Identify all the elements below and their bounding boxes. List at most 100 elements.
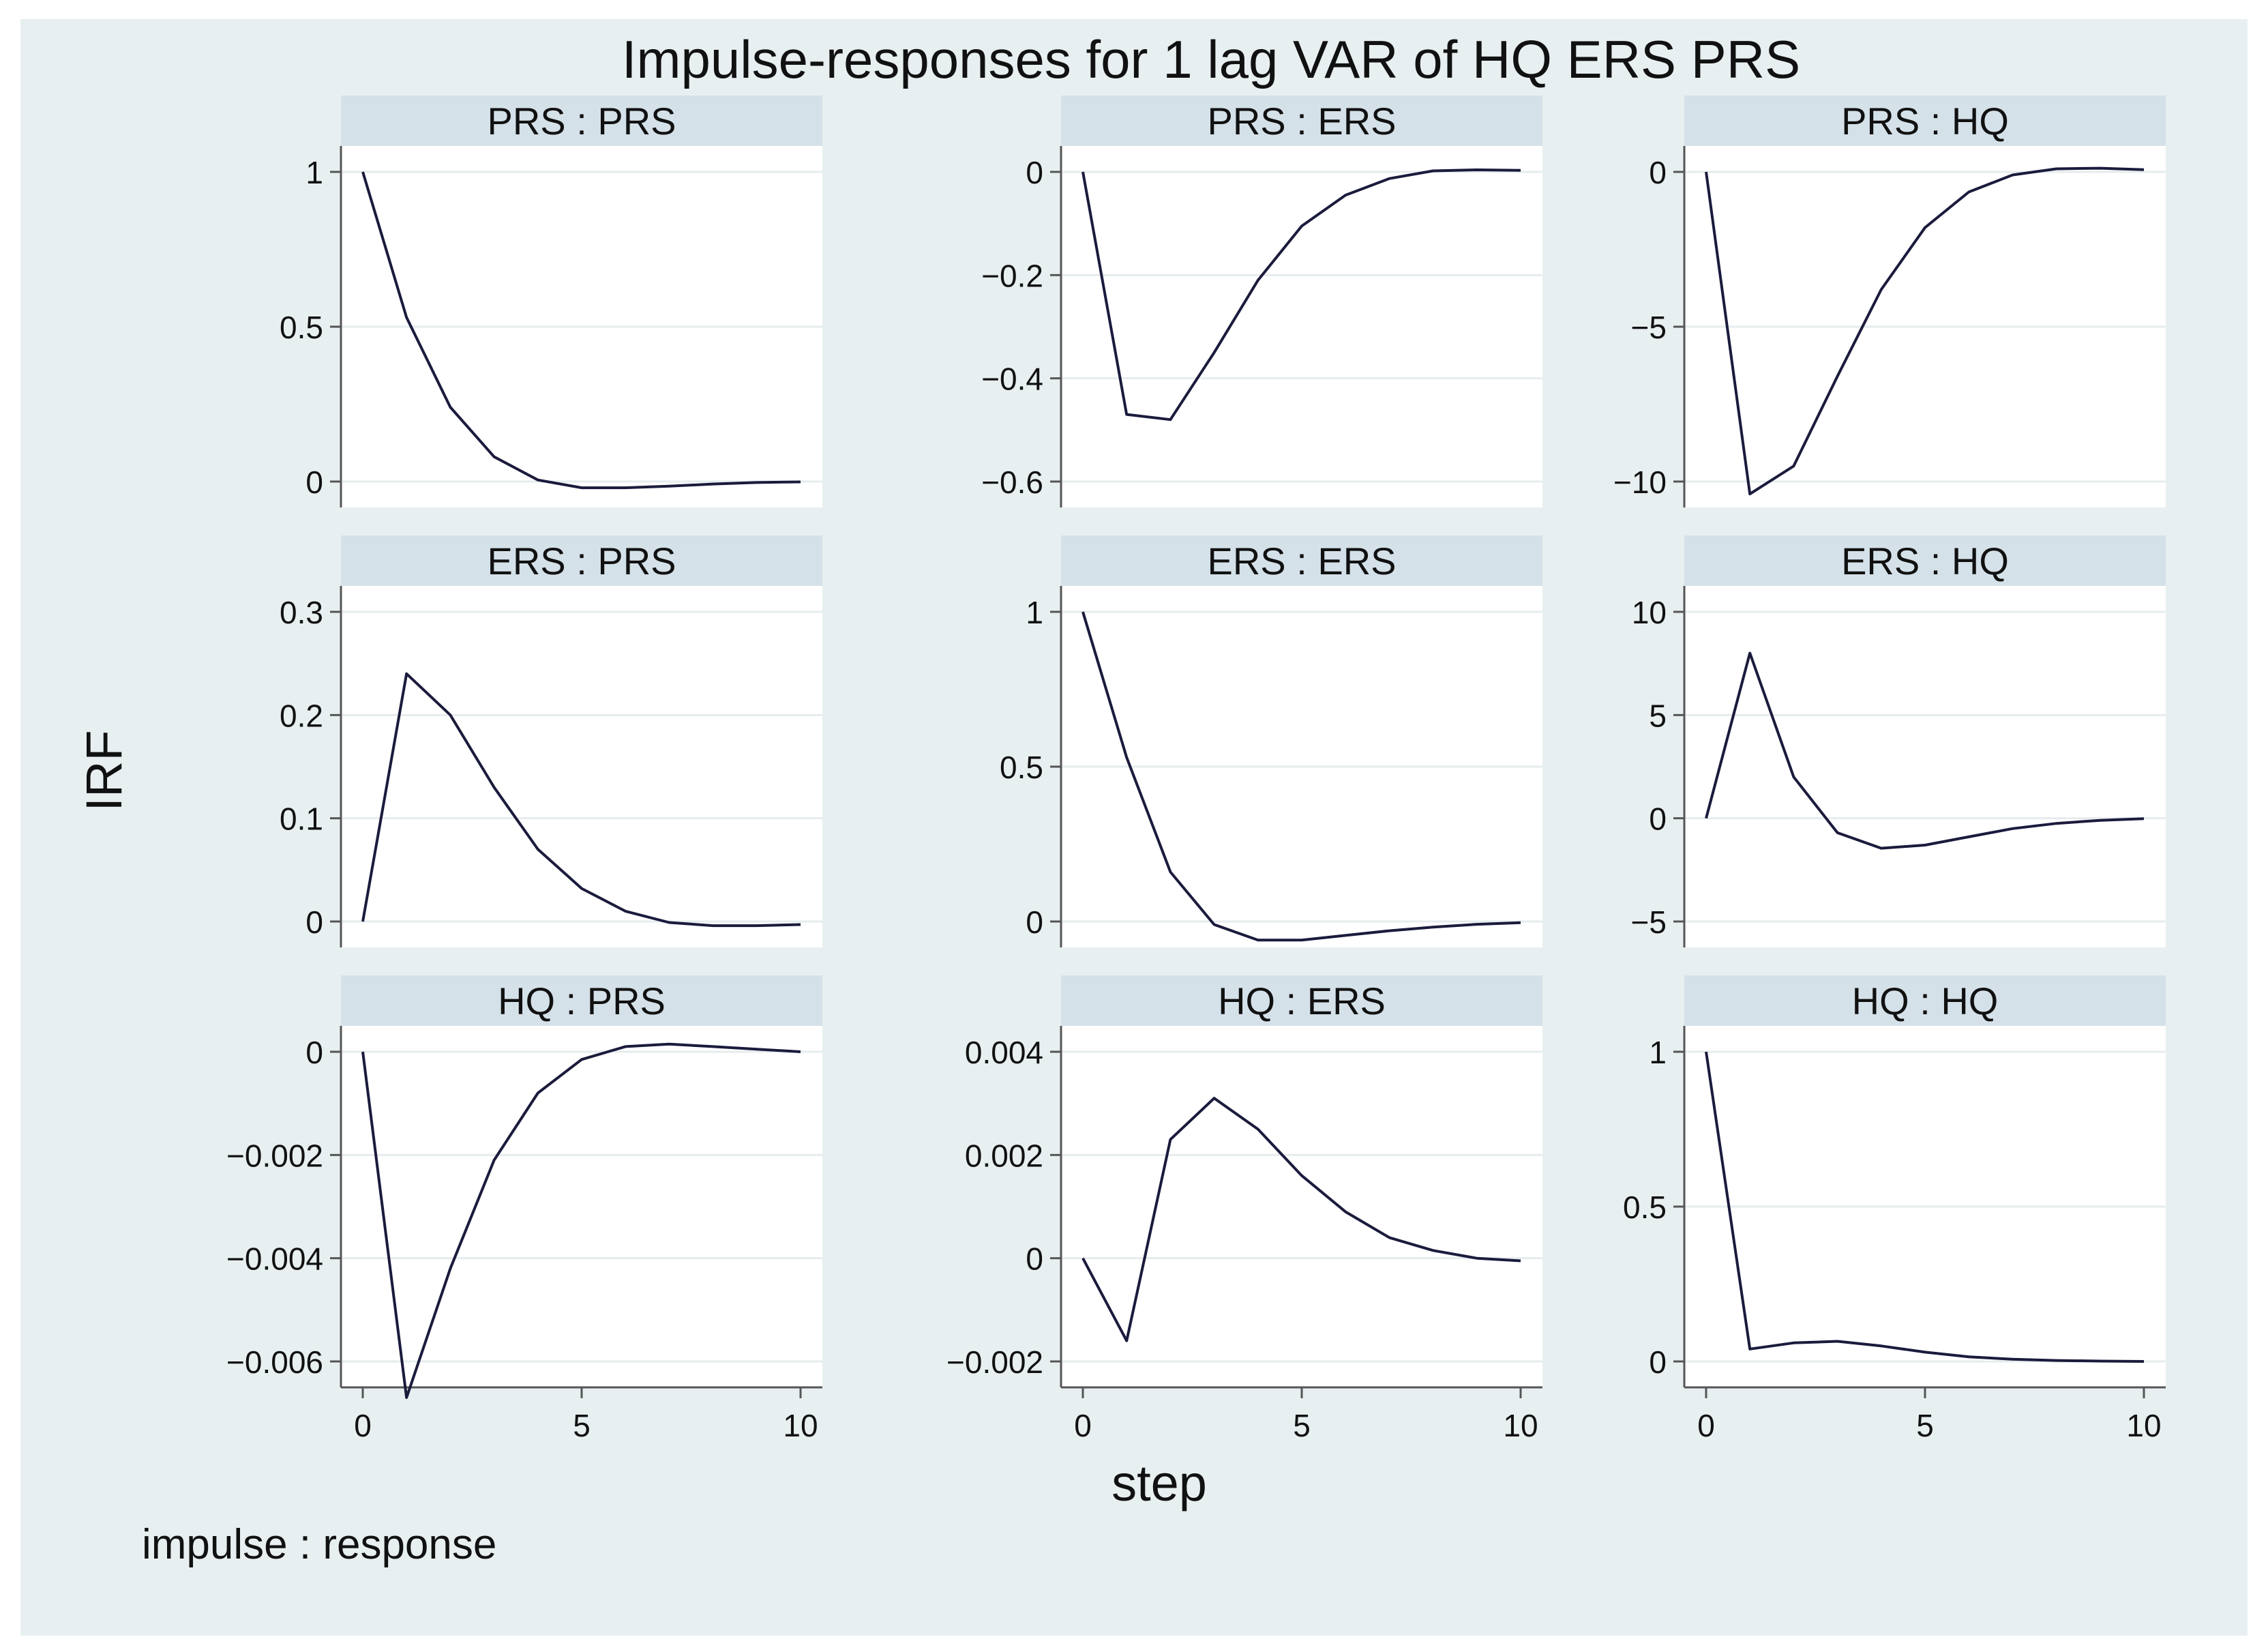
y-tick-label: −0.2: [981, 258, 1043, 293]
irf-point: [361, 1050, 365, 1054]
panel-strip-label: HQ : PRS: [498, 979, 666, 1022]
irf-point: [799, 1050, 803, 1054]
panel-strip: [1061, 535, 1542, 586]
y-tick-label: −0.006: [226, 1344, 323, 1380]
irf-point: [1704, 170, 1708, 174]
irf-point: [580, 1057, 584, 1061]
irf-series-line: [1705, 651, 2145, 850]
y-tick-label: 0: [1026, 1241, 1043, 1277]
panel-strip: [1684, 975, 2166, 1026]
irf-series-line: [1705, 1051, 2145, 1363]
irf-point: [1967, 1355, 1971, 1359]
panel-hq-ers: HQ : ERS −0.002 0 0.002 0.004 0 5 10: [946, 975, 1542, 1443]
x-tick-label: 5: [1916, 1408, 1934, 1443]
y-tick-label: 0.2: [280, 698, 323, 733]
irf-point: [1124, 1339, 1129, 1343]
x-axis-title: step: [1111, 1455, 1207, 1511]
panel-strip-label: PRS : PRS: [488, 100, 676, 143]
irf-point: [1475, 1256, 1479, 1260]
panel-ers-hq: ERS : HQ −5 0 5 10: [1631, 535, 2166, 947]
irf-point: [667, 921, 671, 925]
y-tick-label: 0: [1649, 1344, 1667, 1380]
y-tick-label: −0.002: [226, 1138, 323, 1173]
irf-point: [1387, 929, 1391, 933]
irf-point: [755, 1047, 759, 1051]
irf-point: [1475, 168, 1479, 172]
irf-point: [623, 1044, 627, 1048]
irf-point: [1343, 1210, 1347, 1214]
plot-area: [341, 586, 822, 947]
panel-strip-label: HQ : HQ: [1852, 979, 1999, 1022]
irf-point: [667, 1042, 671, 1046]
x-tick-label: 5: [1293, 1408, 1311, 1443]
irf-point: [2098, 818, 2102, 823]
y-axis-title: IRF: [76, 730, 132, 811]
irf-point: [1791, 464, 1795, 468]
irf-point: [755, 924, 759, 928]
y-tick-label: 1: [1026, 595, 1043, 630]
y-tick-label: 0.5: [1000, 750, 1043, 785]
x-tick-label: 10: [1503, 1408, 1538, 1443]
panel-prs-hq: PRS : HQ 0 −5 −10: [1613, 95, 2166, 507]
irf-point: [448, 1267, 452, 1271]
irf-point: [1343, 933, 1347, 937]
irf-point: [1212, 1096, 1217, 1100]
panel-strip-label: PRS : ERS: [1208, 100, 1397, 143]
y-tick-label: 0.5: [1623, 1190, 1667, 1225]
irf-point: [1836, 374, 1840, 379]
irf-point: [1967, 835, 1971, 839]
irf-point: [799, 480, 803, 484]
irf-point: [2010, 1357, 2014, 1361]
irf-series-line: [361, 672, 801, 928]
irf-series-line: [1081, 168, 1521, 422]
irf-point: [623, 909, 627, 913]
irf-point: [448, 405, 452, 409]
irf-point: [2142, 168, 2146, 172]
irf-point: [623, 486, 627, 490]
panel-strip-label: ERS : PRS: [488, 540, 676, 582]
irf-point: [1967, 190, 1971, 194]
irf-point: [1256, 1127, 1260, 1132]
y-tick-label: 0: [305, 1035, 323, 1070]
irf-point: [2098, 1359, 2102, 1363]
irf-point: [1212, 923, 1217, 927]
panel-strip: [341, 95, 822, 146]
irf-point: [1300, 224, 1304, 228]
irf-point: [536, 478, 540, 482]
panel-strip-label: HQ : ERS: [1218, 979, 1386, 1022]
irf-point: [1836, 1339, 1840, 1343]
panel-ers-ers: ERS : ERS 0 0.5 1: [1000, 535, 1542, 947]
panel-ers-prs: ERS : PRS 0 0.1 0.2 0.3: [280, 535, 822, 947]
irf-point: [2055, 821, 2059, 825]
panel-strip: [1684, 535, 2166, 586]
y-tick-label: −5: [1631, 904, 1667, 940]
irf-point: [2010, 173, 2014, 177]
y-tick-label: −0.002: [946, 1344, 1043, 1380]
y-tick-label: 1: [1649, 1035, 1667, 1070]
y-tick-label: 0: [1649, 155, 1667, 190]
irf-point: [1081, 1256, 1085, 1260]
irf-point: [1256, 938, 1260, 942]
x-tick-label: 5: [573, 1408, 591, 1443]
irf-point: [1387, 177, 1391, 181]
irf-point: [448, 713, 452, 717]
panel-hq-prs: HQ : PRS 0 −0.002 −0.004 −0.006 0 5 10: [226, 975, 822, 1443]
irf-point: [492, 455, 496, 459]
irf-point: [404, 672, 408, 676]
panel-strip-label: ERS : HQ: [1841, 540, 2009, 582]
irf-point: [1168, 417, 1172, 422]
irf-point: [1923, 1350, 1927, 1354]
x-tick-label: 10: [2126, 1408, 2161, 1443]
irf-point: [492, 785, 496, 789]
irf-point: [1791, 775, 1795, 779]
irf-series-line: [1081, 611, 1521, 942]
y-tick-label: 5: [1649, 698, 1667, 733]
irf-point: [1879, 1344, 1883, 1348]
y-tick-label: 1: [305, 155, 323, 190]
irf-point: [1748, 1347, 1752, 1351]
irf-point: [1168, 870, 1172, 874]
plot-area: [1061, 146, 1542, 507]
irf-point: [1300, 1174, 1304, 1178]
irf-point: [536, 1091, 540, 1095]
